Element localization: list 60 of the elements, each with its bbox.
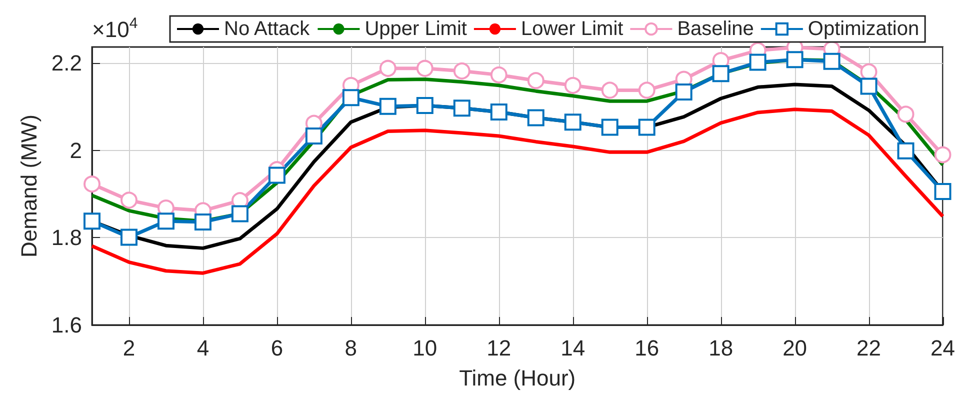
legend-label: Baseline bbox=[677, 18, 754, 40]
legend-label: Upper Limit bbox=[364, 18, 468, 40]
point bbox=[84, 212, 100, 230]
legend-label: Optimization bbox=[808, 18, 920, 40]
point bbox=[268, 166, 286, 184]
point bbox=[84, 176, 100, 193]
point bbox=[416, 60, 434, 77]
point bbox=[157, 212, 174, 230]
point bbox=[823, 52, 840, 70]
point bbox=[120, 192, 138, 209]
point bbox=[564, 76, 582, 94]
line-series bbox=[90, 108, 945, 275]
point bbox=[749, 54, 766, 71]
point bbox=[379, 98, 396, 115]
x-tick-label: 6 bbox=[270, 336, 284, 360]
x-tick-label: 16 bbox=[634, 336, 660, 360]
point bbox=[490, 104, 508, 121]
point bbox=[638, 118, 656, 136]
point bbox=[638, 82, 656, 99]
x-tick-label: 14 bbox=[560, 336, 586, 360]
point bbox=[527, 72, 544, 90]
point bbox=[786, 51, 804, 68]
point bbox=[194, 214, 212, 231]
point bbox=[897, 106, 914, 123]
x-tick-label: 8 bbox=[344, 336, 358, 360]
x-tick-label: 18 bbox=[708, 336, 734, 360]
x-tick-label: 22 bbox=[856, 336, 882, 360]
point bbox=[305, 128, 322, 145]
x-tick-label: 24 bbox=[930, 336, 956, 360]
point bbox=[860, 78, 878, 95]
legend-label: No Attack bbox=[224, 18, 311, 40]
x-tick-label: 10 bbox=[412, 336, 438, 360]
point bbox=[897, 142, 914, 160]
point bbox=[675, 83, 692, 100]
x-tick-label: 4 bbox=[196, 336, 210, 360]
y-tick-label: 1.8 bbox=[51, 225, 82, 250]
point bbox=[453, 100, 470, 117]
x-tick-label: 12 bbox=[486, 336, 512, 360]
x-tick-label: 20 bbox=[782, 336, 808, 360]
y-axis-title: Demand (MW) bbox=[16, 114, 42, 258]
point bbox=[416, 96, 434, 114]
point bbox=[527, 109, 544, 126]
point bbox=[712, 65, 730, 82]
point bbox=[564, 114, 582, 131]
point bbox=[490, 66, 508, 84]
x-tick-label: 2 bbox=[122, 336, 136, 360]
point bbox=[342, 89, 360, 106]
point bbox=[379, 60, 396, 77]
point bbox=[934, 182, 952, 200]
y-tick-label: 2 bbox=[70, 138, 82, 163]
point bbox=[601, 118, 618, 136]
point bbox=[934, 146, 952, 164]
point bbox=[453, 62, 470, 80]
point bbox=[601, 82, 618, 99]
legend-label: Lower Limit bbox=[520, 18, 624, 40]
x-axis-title: Time (Hour) bbox=[459, 366, 576, 390]
y-tick-label: 1.6 bbox=[51, 312, 82, 338]
point bbox=[231, 205, 248, 222]
point bbox=[120, 228, 138, 246]
y-tick-label: 2.2 bbox=[51, 50, 82, 76]
